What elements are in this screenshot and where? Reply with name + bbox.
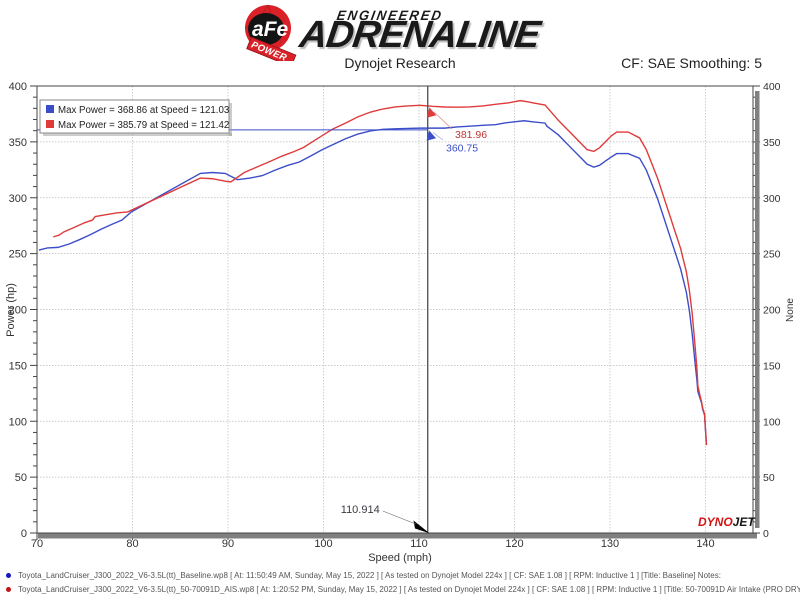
svg-text:400: 400 — [9, 81, 27, 93]
svg-text:360.75: 360.75 — [446, 143, 478, 155]
svg-text:0: 0 — [763, 528, 769, 540]
svg-text:80: 80 — [126, 538, 138, 550]
svg-text:100: 100 — [9, 416, 27, 428]
svg-text:250: 250 — [9, 249, 27, 261]
svg-text:110.914: 110.914 — [341, 504, 380, 516]
svg-text:100: 100 — [314, 538, 332, 550]
svg-text:Speed (mph): Speed (mph) — [368, 552, 432, 564]
svg-text:DYNOJET: DYNOJET — [698, 515, 756, 529]
svg-text:120: 120 — [505, 538, 523, 550]
svg-text:Max Power = 385.79 at Speed =: Max Power = 385.79 at Speed = 121.42 — [58, 120, 229, 131]
svg-text:50: 50 — [15, 472, 27, 484]
svg-text:130: 130 — [601, 538, 619, 550]
svg-text:110: 110 — [410, 538, 428, 550]
svg-text:Power (hp): Power (hp) — [5, 283, 17, 337]
svg-text:0: 0 — [21, 528, 27, 540]
svg-text:150: 150 — [9, 360, 27, 372]
svg-text:100: 100 — [763, 416, 781, 428]
svg-text:300: 300 — [9, 193, 27, 205]
svg-text:None: None — [785, 298, 796, 322]
svg-text:150: 150 — [763, 360, 781, 372]
svg-text:Max Power = 368.86 at Speed =: Max Power = 368.86 at Speed = 121.03 — [58, 105, 229, 116]
svg-text:90: 90 — [222, 538, 234, 550]
svg-text:200: 200 — [763, 305, 781, 317]
svg-text:140: 140 — [696, 538, 714, 550]
svg-text:381.96: 381.96 — [455, 129, 487, 141]
svg-text:70: 70 — [31, 538, 43, 550]
svg-text:400: 400 — [763, 81, 781, 93]
svg-text:250: 250 — [763, 249, 781, 261]
svg-text:300: 300 — [763, 193, 781, 205]
svg-text:350: 350 — [9, 137, 27, 149]
svg-text:50: 50 — [763, 472, 775, 484]
svg-text:350: 350 — [763, 137, 781, 149]
